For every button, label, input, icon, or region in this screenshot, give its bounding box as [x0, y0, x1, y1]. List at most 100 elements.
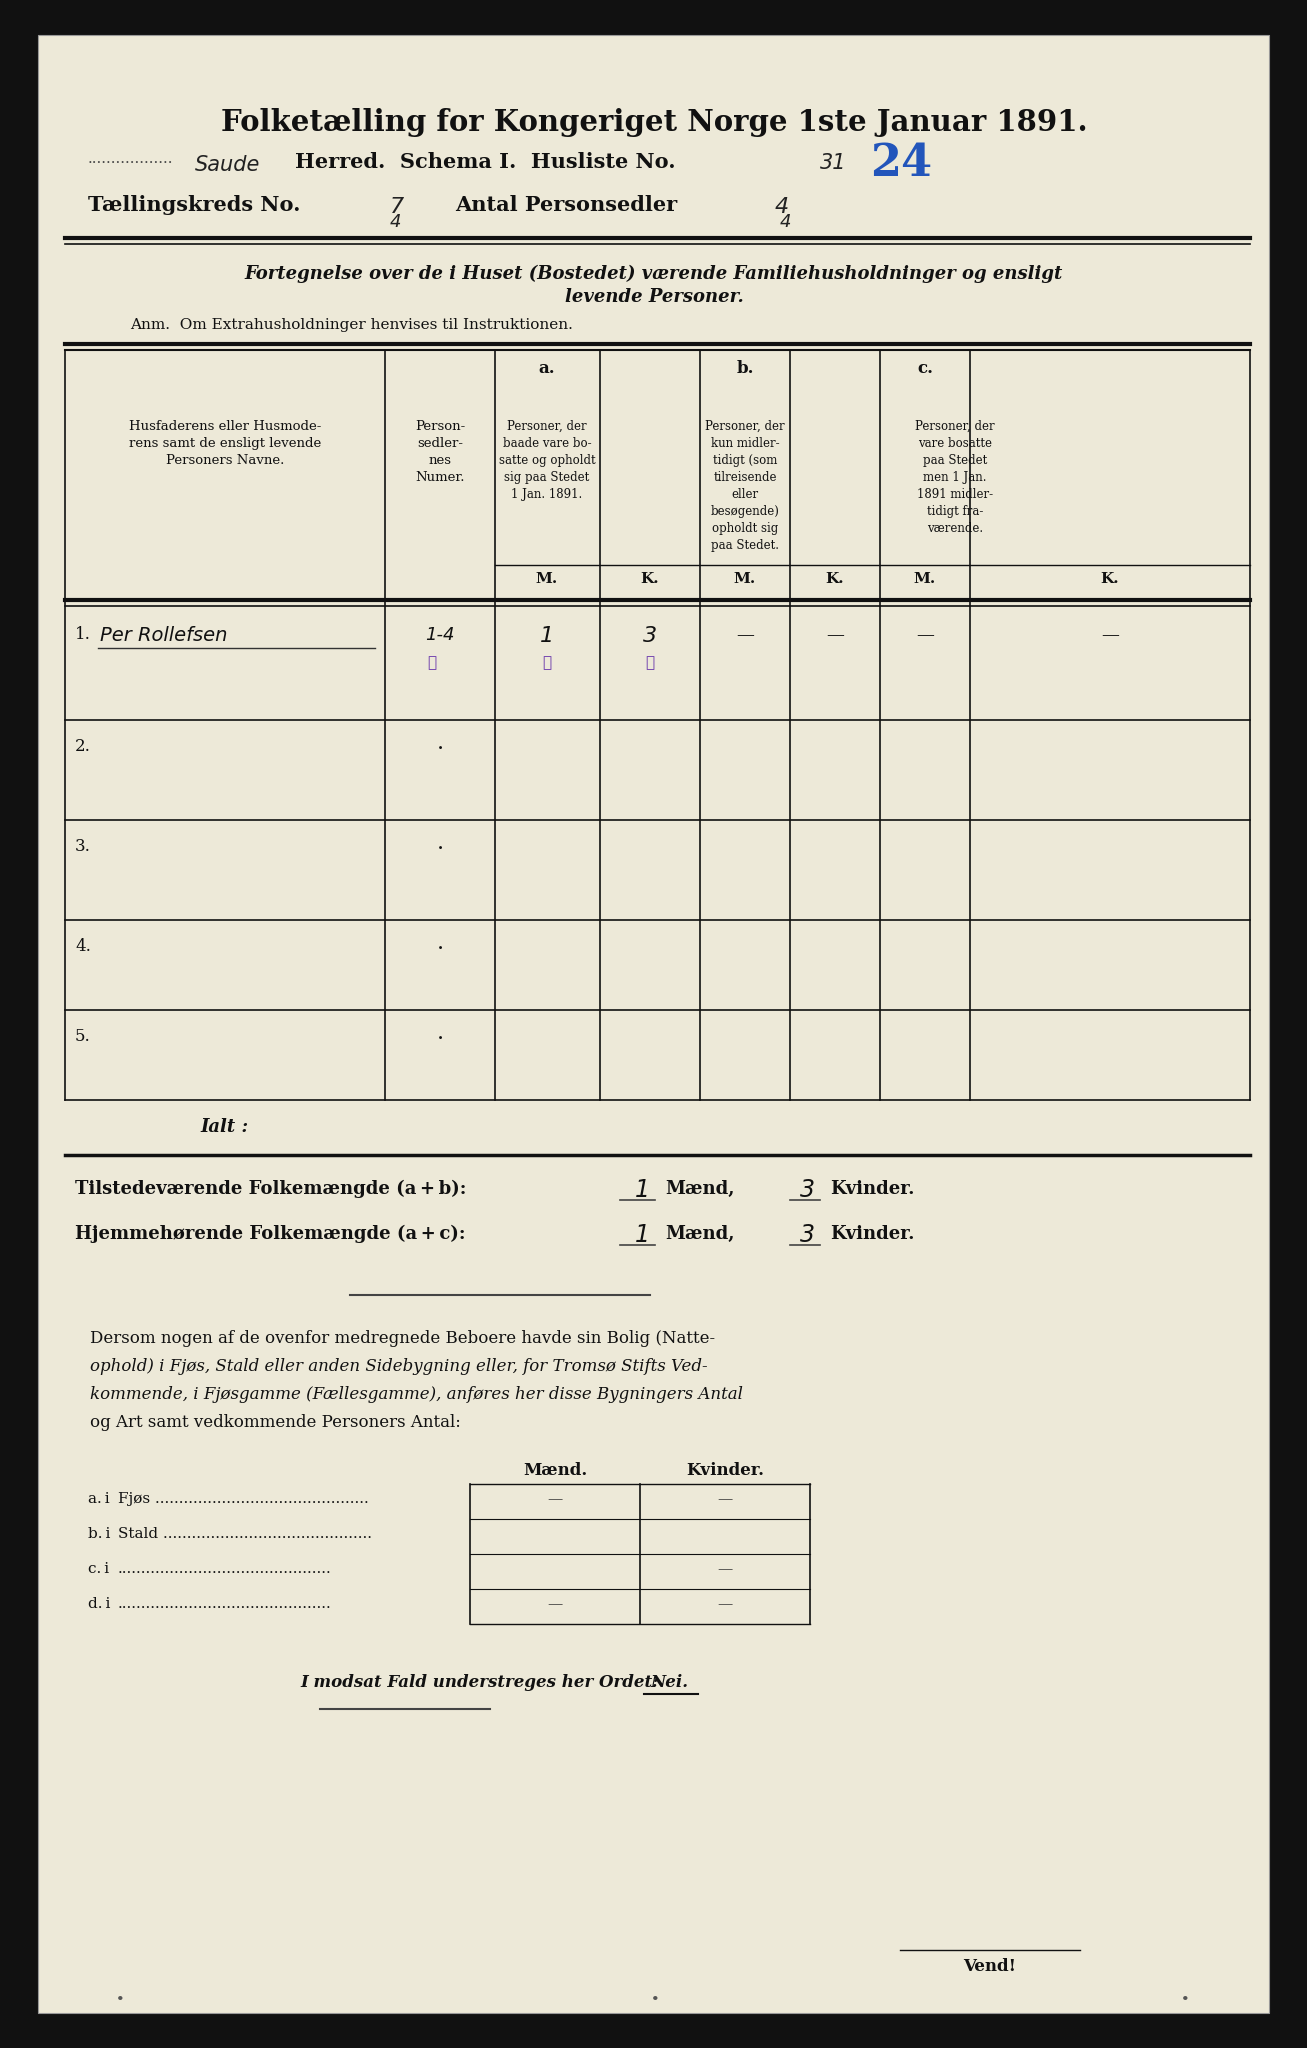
Text: kommende, i Fjøsgamme (Fællesgamme), anføres her disse Bygningers Antal: kommende, i Fjøsgamme (Fællesgamme), anf…	[90, 1386, 742, 1403]
Text: tidigt fra-: tidigt fra-	[927, 506, 983, 518]
Text: ·: ·	[437, 838, 443, 860]
Text: sig paa Stedet: sig paa Stedet	[505, 471, 589, 483]
Text: Kvinder.: Kvinder.	[686, 1462, 765, 1479]
Text: c.: c.	[918, 360, 933, 377]
Text: nes: nes	[429, 455, 451, 467]
Text: Tællingskreds No.: Tællingskreds No.	[88, 195, 301, 215]
Text: b. i: b. i	[88, 1528, 110, 1540]
Text: Saude: Saude	[195, 156, 260, 174]
Text: 31: 31	[819, 154, 847, 172]
Text: ·: ·	[115, 1985, 125, 2017]
Text: Herred.  Schema I.  Husliste No.: Herred. Schema I. Husliste No.	[295, 152, 676, 172]
Text: Per Rollefsen: Per Rollefsen	[101, 627, 227, 645]
Text: eller: eller	[732, 487, 758, 502]
Text: Husfaderens eller Husmode-: Husfaderens eller Husmode-	[129, 420, 322, 432]
Text: Folketælling for Kongeriget Norge 1ste Januar 1891.: Folketælling for Kongeriget Norge 1ste J…	[221, 109, 1087, 137]
Text: ✓: ✓	[427, 655, 437, 670]
Text: tilreisende: tilreisende	[714, 471, 776, 483]
Text: b.: b.	[736, 360, 754, 377]
Text: —: —	[718, 1597, 733, 1612]
Text: værende.: værende.	[927, 522, 983, 535]
Text: c. i: c. i	[88, 1563, 108, 1577]
Text: Kvinder.: Kvinder.	[830, 1180, 915, 1198]
Text: —: —	[718, 1563, 733, 1577]
Text: d. i: d. i	[88, 1597, 110, 1612]
Text: K.: K.	[826, 571, 844, 586]
Text: —: —	[826, 627, 844, 643]
Text: Personers Navne.: Personers Navne.	[166, 455, 284, 467]
Text: 3: 3	[800, 1223, 816, 1247]
Text: —: —	[718, 1493, 733, 1505]
Text: rens samt de ensligt levende: rens samt de ensligt levende	[129, 436, 322, 451]
Text: 24: 24	[870, 141, 932, 184]
Text: Anm.  Om Extrahusholdninger henvises til Instruktionen.: Anm. Om Extrahusholdninger henvises til …	[129, 317, 572, 332]
Text: 5.: 5.	[74, 1028, 90, 1044]
Text: satte og opholdt: satte og opholdt	[499, 455, 595, 467]
Text: M.: M.	[914, 571, 936, 586]
Text: 1: 1	[635, 1178, 650, 1202]
Text: Hjemmehørende Folkemængde (a + c):: Hjemmehørende Folkemængde (a + c):	[74, 1225, 465, 1243]
Text: 1: 1	[540, 627, 554, 645]
Text: Personer, der: Personer, der	[507, 420, 587, 432]
Text: baade vare bo-: baade vare bo-	[503, 436, 591, 451]
Text: opholdt sig: opholdt sig	[712, 522, 778, 535]
Text: tidigt (som: tidigt (som	[712, 455, 778, 467]
Text: 1-4: 1-4	[425, 627, 455, 643]
Text: 3: 3	[800, 1178, 816, 1202]
Text: Personer, der: Personer, der	[706, 420, 784, 432]
Text: Mænd,: Mænd,	[665, 1225, 735, 1243]
Text: Kvinder.: Kvinder.	[830, 1225, 915, 1243]
Text: —: —	[548, 1493, 562, 1505]
Text: 1 Jan. 1891.: 1 Jan. 1891.	[511, 487, 583, 502]
Text: I modsat Fald understreges her Ordet:: I modsat Fald understreges her Ordet:	[301, 1673, 664, 1692]
Text: Personer, der: Personer, der	[915, 420, 995, 432]
Text: 4: 4	[389, 213, 401, 231]
Text: 3.: 3.	[74, 838, 91, 854]
Text: men 1 Jan.: men 1 Jan.	[923, 471, 987, 483]
Text: —: —	[916, 627, 935, 643]
Text: a.: a.	[538, 360, 555, 377]
Text: ·: ·	[437, 1028, 443, 1051]
Text: 7: 7	[389, 197, 404, 217]
Text: kun midler-: kun midler-	[711, 436, 779, 451]
Text: besøgende): besøgende)	[711, 506, 779, 518]
Text: 4: 4	[780, 213, 792, 231]
Text: a. i: a. i	[88, 1493, 110, 1505]
Text: M.: M.	[733, 571, 757, 586]
Text: 3: 3	[643, 627, 657, 645]
Text: —: —	[736, 627, 754, 643]
Text: 4.: 4.	[74, 938, 91, 954]
Text: ·: ·	[1180, 1985, 1191, 2017]
Text: Vend!: Vend!	[963, 1958, 1017, 1974]
Text: K.: K.	[1100, 571, 1119, 586]
Text: og Art samt vedkommende Personers Antal:: og Art samt vedkommende Personers Antal:	[90, 1413, 461, 1432]
Text: Nei.: Nei.	[650, 1673, 687, 1692]
Text: Fjøs .............................................: Fjøs ...................................…	[118, 1493, 369, 1505]
Text: ·: ·	[437, 737, 443, 760]
Text: 1.: 1.	[74, 627, 91, 643]
Text: ✓: ✓	[646, 655, 655, 670]
Text: Mænd.: Mænd.	[523, 1462, 587, 1479]
Text: ..................: ..................	[88, 152, 174, 166]
Text: sedler-: sedler-	[417, 436, 463, 451]
Text: —: —	[1100, 627, 1119, 643]
Text: ophold) i Fjøs, Stald eller anden Sidebygning eller, for Tromsø Stifts Ved-: ophold) i Fjøs, Stald eller anden Sideby…	[90, 1358, 707, 1374]
Text: Fortegnelse over de i Huset (Bostedet) værende Familiehusholdninger og ensligt: Fortegnelse over de i Huset (Bostedet) v…	[244, 264, 1063, 283]
Text: .............................................: ........................................…	[118, 1563, 332, 1577]
Text: Antal Personsedler: Antal Personsedler	[455, 195, 677, 215]
Text: paa Stedet: paa Stedet	[923, 455, 987, 467]
Text: —: —	[548, 1597, 562, 1612]
Text: 2.: 2.	[74, 737, 91, 756]
Text: M.: M.	[536, 571, 558, 586]
Text: levende Personer.: levende Personer.	[565, 289, 744, 305]
Text: Dersom nogen af de ovenfor medregnede Beboere havde sin Bolig (Natte-: Dersom nogen af de ovenfor medregnede Be…	[90, 1329, 715, 1348]
Text: Ialt :: Ialt :	[200, 1118, 248, 1137]
Text: Tilstedeværende Folkemængde (a + b):: Tilstedeværende Folkemængde (a + b):	[74, 1180, 467, 1198]
Text: ·: ·	[437, 938, 443, 961]
Text: 1891 midler-: 1891 midler-	[918, 487, 993, 502]
Text: Mænd,: Mænd,	[665, 1180, 735, 1198]
Text: .............................................: ........................................…	[118, 1597, 332, 1612]
Text: K.: K.	[640, 571, 659, 586]
Text: vare bosatte: vare bosatte	[918, 436, 992, 451]
Text: 4: 4	[775, 197, 789, 217]
